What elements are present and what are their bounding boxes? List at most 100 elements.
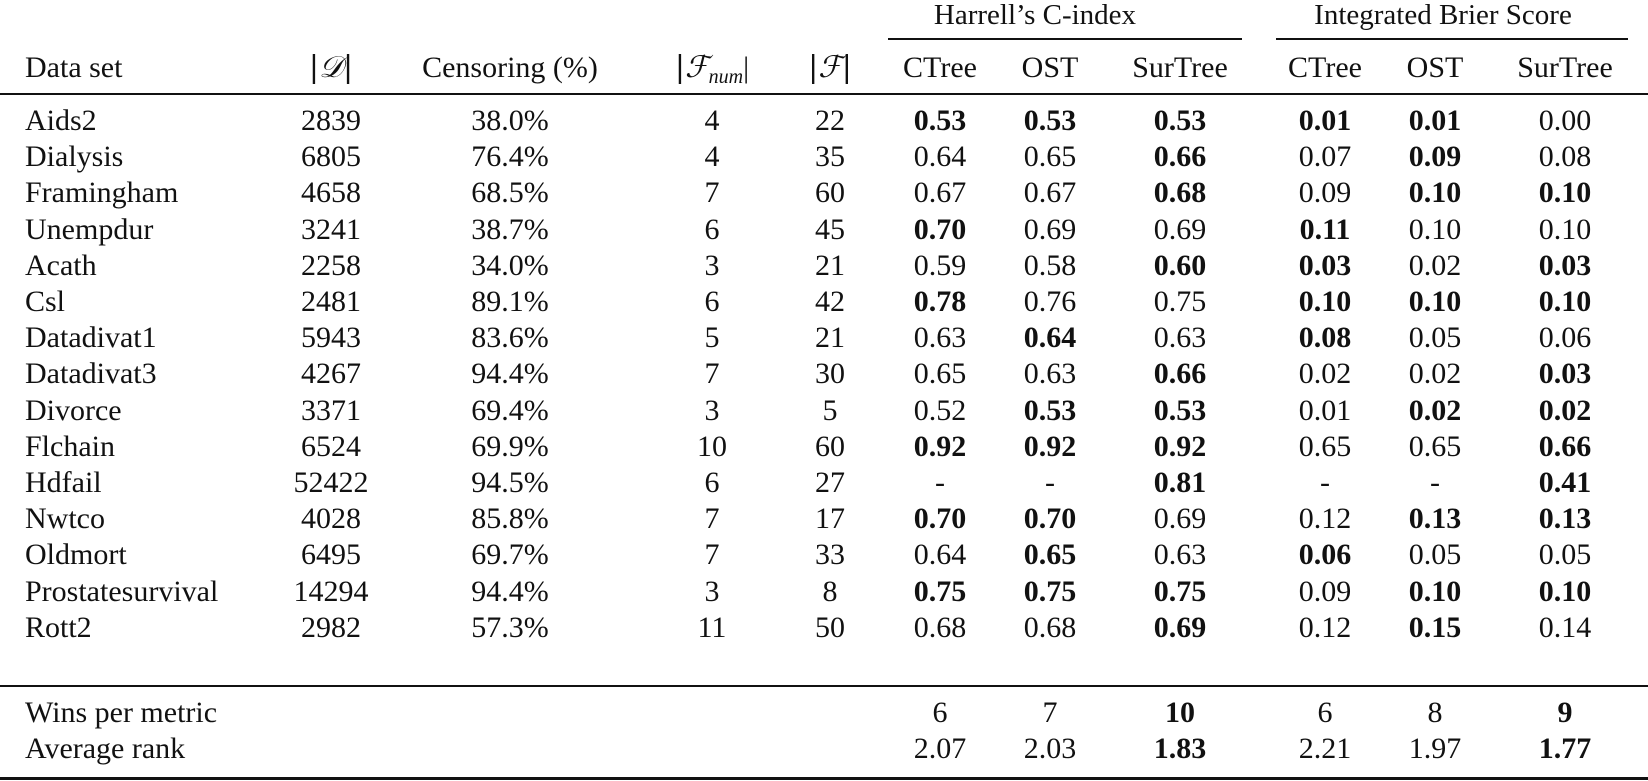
col-header-f: |ℱ| [808, 50, 852, 85]
brier-surtree: 0.41 [1538, 466, 1592, 499]
brier-ost: 0.10 [1408, 212, 1462, 246]
group-header-brier: Integrated Brier Score [1314, 0, 1572, 31]
dataset-size: 2481 [301, 285, 361, 318]
brier-ost: 0.01 [1408, 104, 1462, 137]
c-index-ctree: 0.53 [913, 104, 967, 137]
summary-brier-surtree: 9 [1557, 696, 1573, 729]
c-index-ost: 0.68 [1023, 610, 1077, 644]
brier-surtree: 0.10 [1538, 212, 1592, 246]
col-header-dataset: Data set [25, 51, 123, 84]
col-header-surtree-ibs: SurTree [1517, 51, 1613, 84]
f-num-value: 4 [704, 140, 720, 174]
brier-ost: 0.10 [1408, 176, 1462, 210]
table-row: Prostatesurvival 14294 94.4% 3 8 0.75 0.75 0.75… [0, 573, 1648, 611]
brier-surtree: 0.06 [1538, 321, 1592, 355]
dataset-name: Datadivat1 [25, 321, 157, 355]
brier-ost: 0.02 [1408, 357, 1462, 391]
summary-brier-ost: 8 [1427, 696, 1443, 729]
f-value: 45 [815, 212, 845, 246]
f-num-value: 11 [697, 610, 727, 644]
table-row: Framingham 4658 68.5% 7 60 0.67 0.67 0.68 0.09 0.… [0, 174, 1648, 212]
dataset-name: Nwtco [25, 502, 105, 536]
summary-row: Average rank 2.07 2.03 1.83 2.21 1.97 1.77 [0, 730, 1648, 768]
brier-ctree: 0.09 [1298, 176, 1352, 210]
dataset-name: Dialysis [25, 140, 124, 174]
group-underline-brier [1276, 38, 1628, 40]
group-header-c-index: Harrell’s C-index [933, 0, 1137, 31]
f-value: 8 [822, 574, 838, 608]
brier-surtree: 0.10 [1538, 285, 1592, 318]
dataset-name: Flchain [25, 429, 115, 463]
brier-surtree: 0.00 [1538, 104, 1592, 137]
summary-c-index-ost: 2.03 [1023, 732, 1077, 765]
c-index-ost: 0.64 [1023, 321, 1077, 355]
dataset-size: 4658 [301, 176, 361, 210]
table-row: Csl 2481 89.1% 6 42 0.78 0.76 0.75 0.10 0.10 0.10 [0, 283, 1648, 321]
c-index-ctree: 0.63 [913, 321, 967, 355]
c-index-ctree: 0.64 [913, 140, 967, 174]
dataset-name: Prostatesurvival [25, 574, 219, 608]
col-header-f-num-sub: num [708, 66, 744, 88]
brier-ost: 0.13 [1408, 502, 1462, 536]
f-num-value: 5 [704, 321, 720, 355]
brier-ost: 0.15 [1408, 610, 1462, 644]
table-row: Rott2 2982 57.3% 11 50 0.68 0.68 0.69 0.12 0.15 0.… [0, 609, 1648, 647]
summary-c-index-surtree: 10 [1165, 696, 1195, 729]
censoring-value: 76.4% [471, 140, 549, 174]
f-num-value: 10 [697, 429, 727, 463]
f-value: 33 [815, 538, 845, 572]
c-index-ost: 0.58 [1023, 248, 1077, 282]
brier-ost: 0.02 [1408, 393, 1462, 427]
brier-surtree: 0.02 [1538, 393, 1592, 427]
summary-label: Average rank [25, 732, 186, 765]
dataset-size: 14294 [293, 574, 369, 608]
c-index-ost: 0.63 [1023, 357, 1077, 391]
f-value: 21 [815, 321, 845, 355]
censoring-value: 89.1% [471, 285, 549, 318]
dataset-size: 6495 [301, 538, 361, 572]
dataset-size: 3371 [301, 393, 361, 427]
f-value: 30 [815, 357, 845, 391]
header-rule [0, 93, 1648, 95]
summary-c-index-ost: 7 [1042, 696, 1058, 729]
f-value: 50 [815, 610, 845, 644]
c-index-surtree: 0.68 [1153, 176, 1207, 210]
c-index-ctree: 0.75 [913, 574, 967, 608]
c-index-surtree: 0.63 [1153, 321, 1207, 355]
brier-ost: 0.09 [1408, 140, 1462, 174]
col-header-censoring: Censoring (%) [422, 51, 598, 84]
c-index-surtree: 0.69 [1153, 610, 1207, 644]
summary-brier-surtree: 1.77 [1538, 732, 1592, 765]
censoring-value: 69.4% [471, 393, 549, 427]
brier-ctree: 0.09 [1298, 574, 1352, 608]
f-num-value: 4 [704, 104, 720, 137]
brier-ost: 0.05 [1408, 321, 1462, 355]
f-value: 27 [815, 466, 845, 499]
censoring-value: 83.6% [471, 321, 549, 355]
brier-surtree: 0.10 [1538, 574, 1592, 608]
censoring-value: 38.7% [471, 212, 549, 246]
brier-ctree: 0.01 [1298, 104, 1352, 137]
c-index-ost: 0.76 [1023, 285, 1077, 318]
c-index-ctree: 0.67 [913, 176, 967, 210]
brier-ctree: 0.06 [1298, 538, 1352, 572]
f-value: 22 [815, 104, 845, 137]
c-index-ost: 0.67 [1023, 176, 1077, 210]
brier-surtree: 0.10 [1538, 176, 1592, 210]
table-row: Datadivat1 5943 83.6% 5 21 0.63 0.64 0.63 0.08 0.… [0, 319, 1648, 357]
brier-surtree: 0.05 [1538, 538, 1592, 572]
dataset-name: Csl [25, 285, 66, 318]
f-num-value: 3 [704, 393, 720, 427]
censoring-value: 69.9% [471, 429, 549, 463]
f-value: 35 [815, 140, 845, 174]
f-value: 17 [815, 502, 845, 536]
table-row: Unempdur 3241 38.7% 6 45 0.70 0.69 0.69 0.11 0.10… [0, 211, 1648, 249]
c-index-ost: 0.53 [1023, 393, 1077, 427]
censoring-value: 94.5% [471, 466, 549, 499]
c-index-ost: 0.75 [1023, 574, 1077, 608]
dataset-name: Hdfail [25, 466, 102, 499]
c-index-surtree: 0.69 [1153, 212, 1207, 246]
brier-surtree: 0.08 [1538, 140, 1592, 174]
brier-ost: 0.10 [1408, 574, 1462, 608]
